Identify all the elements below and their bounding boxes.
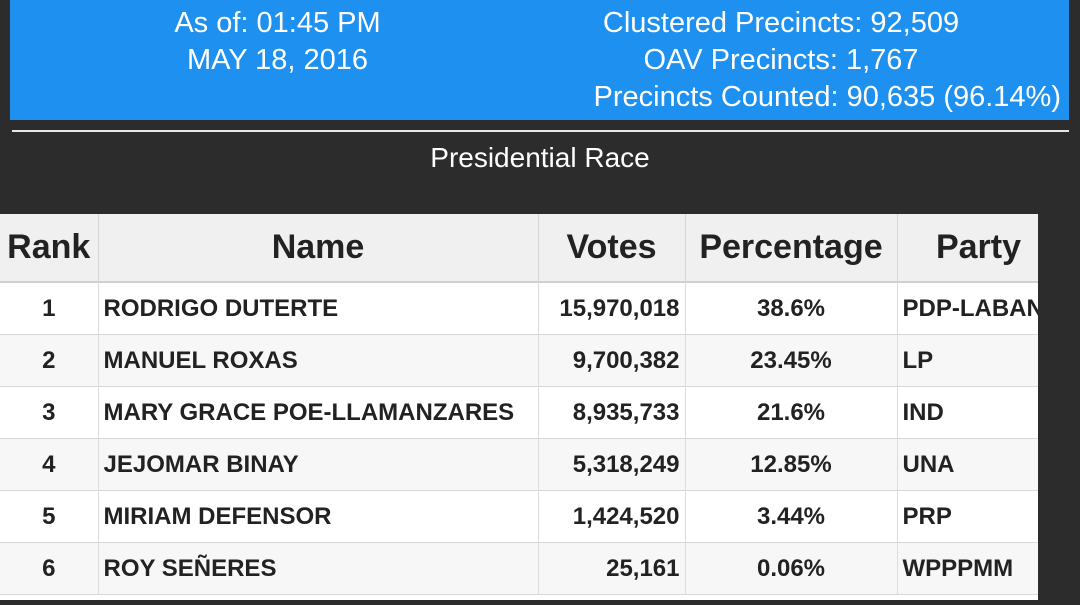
as-of-date: MAY 18, 2016 — [186, 44, 369, 76]
results-table-container[interactable]: Rank Name Votes Percentage Party 1 RODRI… — [0, 214, 1038, 600]
oav-precincts: OAV Precincts: 1,767 — [643, 44, 919, 76]
column-header-rank[interactable]: Rank — [0, 214, 99, 283]
candidate-name-cell: MANUEL ROXAS — [98, 334, 539, 387]
rank-cell: 6 — [0, 542, 99, 595]
rank-cell: 3 — [0, 386, 99, 439]
header-divider — [12, 130, 1069, 132]
table-row[interactable]: 3 MARY GRACE POE-LLAMANZARES 8,935,733 2… — [0, 386, 1038, 439]
party-cell: PDP-LABAN — [897, 282, 1038, 335]
column-header-percentage[interactable]: Percentage — [685, 214, 898, 283]
party-cell: WPPPMM — [897, 542, 1038, 595]
table-row[interactable]: 5 MIRIAM DEFENSOR 1,424,520 3.44% PRP — [0, 490, 1038, 543]
votes-cell: 25,161 — [538, 542, 686, 595]
column-header-party[interactable]: Party — [897, 214, 1038, 283]
as-of-time: As of: 01:45 PM — [174, 7, 381, 39]
results-table: Rank Name Votes Percentage Party 1 RODRI… — [0, 214, 1038, 595]
table-row[interactable]: 1 RODRIGO DUTERTE 15,970,018 38.6% PDP-L… — [0, 282, 1038, 335]
as-of-block: As of: 01:45 PM MAY 18, 2016 — [10, 5, 545, 79]
column-header-name[interactable]: Name — [98, 214, 539, 283]
table-row[interactable]: 4 JEJOMAR BINAY 5,318,249 12.85% UNA — [0, 438, 1038, 491]
rank-cell: 5 — [0, 490, 99, 543]
candidate-name-cell: ROY SEÑERES — [98, 542, 539, 595]
party-cell: IND — [897, 386, 1038, 439]
precincts-counted: Precincts Counted: 90,635 (96.14%) — [593, 81, 1062, 113]
status-header: As of: 01:45 PM MAY 18, 2016 Clustered P… — [10, 0, 1069, 120]
rank-cell: 4 — [0, 438, 99, 491]
candidate-name-cell: RODRIGO DUTERTE — [98, 282, 539, 335]
votes-cell: 8,935,733 — [538, 386, 686, 439]
candidate-name-cell: MIRIAM DEFENSOR — [98, 490, 539, 543]
percentage-cell: 12.85% — [685, 438, 898, 491]
votes-cell: 5,318,249 — [538, 438, 686, 491]
candidate-name-cell: JEJOMAR BINAY — [98, 438, 539, 491]
candidate-name-cell: MARY GRACE POE-LLAMANZARES — [98, 386, 539, 439]
party-cell: UNA — [897, 438, 1038, 491]
percentage-cell: 3.44% — [685, 490, 898, 543]
percentage-cell: 38.6% — [685, 282, 898, 335]
votes-cell: 15,970,018 — [538, 282, 686, 335]
precinct-stats: Clustered Precincts: 92,509 OAV Precinct… — [501, 5, 1062, 116]
rank-cell: 2 — [0, 334, 99, 387]
party-cell: PRP — [897, 490, 1038, 543]
table-row[interactable]: 2 MANUEL ROXAS 9,700,382 23.45% LP — [0, 334, 1038, 387]
percentage-cell: 21.6% — [685, 386, 898, 439]
percentage-cell: 23.45% — [685, 334, 898, 387]
clustered-precincts: Clustered Precincts: 92,509 — [602, 7, 960, 39]
rank-cell: 1 — [0, 282, 99, 335]
percentage-cell: 0.06% — [685, 542, 898, 595]
column-header-votes[interactable]: Votes — [538, 214, 686, 283]
table-row[interactable]: 6 ROY SEÑERES 25,161 0.06% WPPPMM — [0, 542, 1038, 595]
party-cell: LP — [897, 334, 1038, 387]
votes-cell: 9,700,382 — [538, 334, 686, 387]
table-header-row: Rank Name Votes Percentage Party — [0, 214, 1038, 283]
race-title: Presidential Race — [430, 142, 650, 173]
votes-cell: 1,424,520 — [538, 490, 686, 543]
